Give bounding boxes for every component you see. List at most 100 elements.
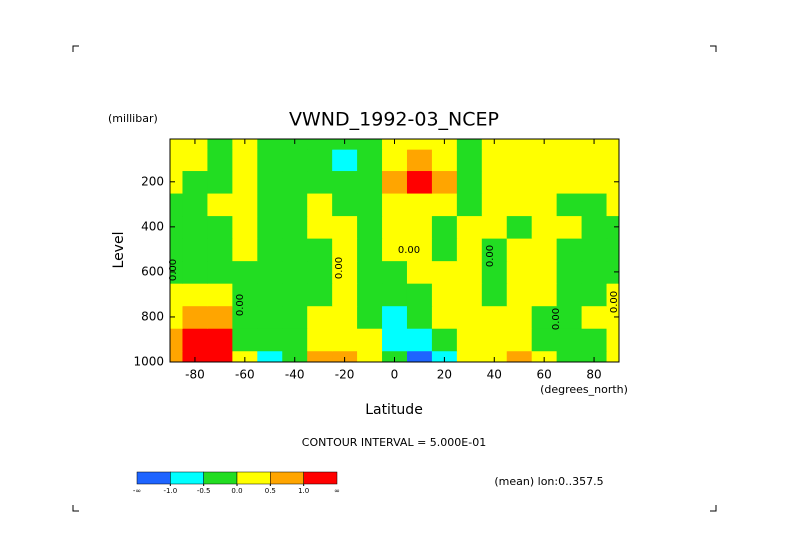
field-cell (332, 149, 358, 172)
field-cell (556, 170, 583, 194)
field-cell (182, 350, 208, 363)
field-cell (606, 149, 620, 172)
field-cell (506, 215, 533, 239)
field-cell (232, 139, 258, 150)
field-cell (207, 260, 233, 284)
field-cell (406, 350, 433, 363)
field-cell (606, 350, 620, 363)
colorbar-tick-label: 0.0 (231, 487, 242, 495)
field-cell (431, 193, 458, 217)
field-cell (406, 170, 433, 194)
field-cell (481, 283, 508, 307)
field-cell (506, 283, 533, 307)
field-cell (307, 193, 333, 217)
field-cell (556, 328, 583, 352)
field-cell (182, 193, 208, 217)
field-cell (606, 215, 620, 239)
field-cell (257, 215, 283, 239)
contour-label: 0.00 (334, 257, 345, 279)
field-cell (357, 350, 383, 363)
field-cell (406, 328, 433, 352)
field-cell (456, 149, 483, 172)
field-cell (357, 215, 383, 239)
field-cell (556, 139, 583, 150)
field-cell (182, 170, 208, 194)
field-cell (332, 350, 358, 363)
field-cell (556, 260, 583, 284)
field-cell (170, 283, 183, 307)
field-cell (332, 260, 358, 284)
field-cell (531, 238, 558, 262)
colorbar-swatch (236, 471, 271, 485)
field-cell (182, 215, 208, 239)
field-cell (257, 328, 283, 352)
field-cell (207, 350, 233, 363)
field-cell (257, 283, 283, 307)
field-cell (581, 305, 608, 329)
colorbar-tick-label: -1.0 (163, 487, 177, 495)
field-cell (332, 305, 358, 329)
field-cell (382, 305, 408, 329)
field-cell (282, 283, 308, 307)
field-cell (431, 139, 458, 150)
field-cell (170, 149, 183, 172)
field-cell (431, 283, 458, 307)
x-tick-label: -20 (335, 368, 355, 382)
y-tick-label: 200 (141, 174, 164, 188)
field-cell (232, 305, 258, 329)
field-cell (170, 238, 183, 262)
field-cell (556, 149, 583, 172)
field-cell (506, 139, 533, 150)
field-cell (282, 193, 308, 217)
field-cell (506, 149, 533, 172)
field-cell (581, 170, 608, 194)
field-cell (307, 283, 333, 307)
field-cell (431, 238, 458, 262)
field-cell (406, 193, 433, 217)
x-tick-label: -80 (185, 368, 205, 382)
field-cell (506, 260, 533, 284)
field-cell (481, 149, 508, 172)
field-cell (207, 149, 233, 172)
field-cell (182, 238, 208, 262)
field-cell (456, 350, 483, 363)
field-cell (307, 260, 333, 284)
field-cell (506, 193, 533, 217)
field-cell (207, 328, 233, 352)
field-cell (456, 260, 483, 284)
field-cell (182, 260, 208, 284)
x-tick-label: 80 (586, 368, 601, 382)
field-cell (307, 170, 333, 194)
field-cell (581, 350, 608, 363)
field-cell (531, 215, 558, 239)
field-cell (232, 238, 258, 262)
field-cell (506, 350, 533, 363)
field-cell (481, 193, 508, 217)
contour-interval: CONTOUR INTERVAL = 5.000E-01 (302, 436, 486, 449)
x-tick-label: 0 (391, 368, 399, 382)
colorbar-end-label: ∞ (334, 487, 340, 495)
colorbar-swatch (136, 471, 171, 485)
contour-label: 0.00 (609, 291, 620, 313)
field-cell (257, 238, 283, 262)
field-cell (406, 260, 433, 284)
field-cell (406, 305, 433, 329)
field-cell (170, 193, 183, 217)
field-cell (431, 328, 458, 352)
field-cell (382, 350, 408, 363)
colorbar-tick-label: 0.5 (265, 487, 276, 495)
field-cell (481, 215, 508, 239)
field-cell (307, 328, 333, 352)
field-cell (606, 139, 620, 150)
field-cell (382, 238, 408, 262)
field-cell (556, 305, 583, 329)
field-cell (282, 238, 308, 262)
field-cell (170, 350, 183, 363)
field-cell (456, 238, 483, 262)
field-cell (282, 328, 308, 352)
y-units: (millibar) (108, 112, 158, 125)
field-cell (406, 283, 433, 307)
field-cell (431, 260, 458, 284)
field-cell (531, 350, 558, 363)
